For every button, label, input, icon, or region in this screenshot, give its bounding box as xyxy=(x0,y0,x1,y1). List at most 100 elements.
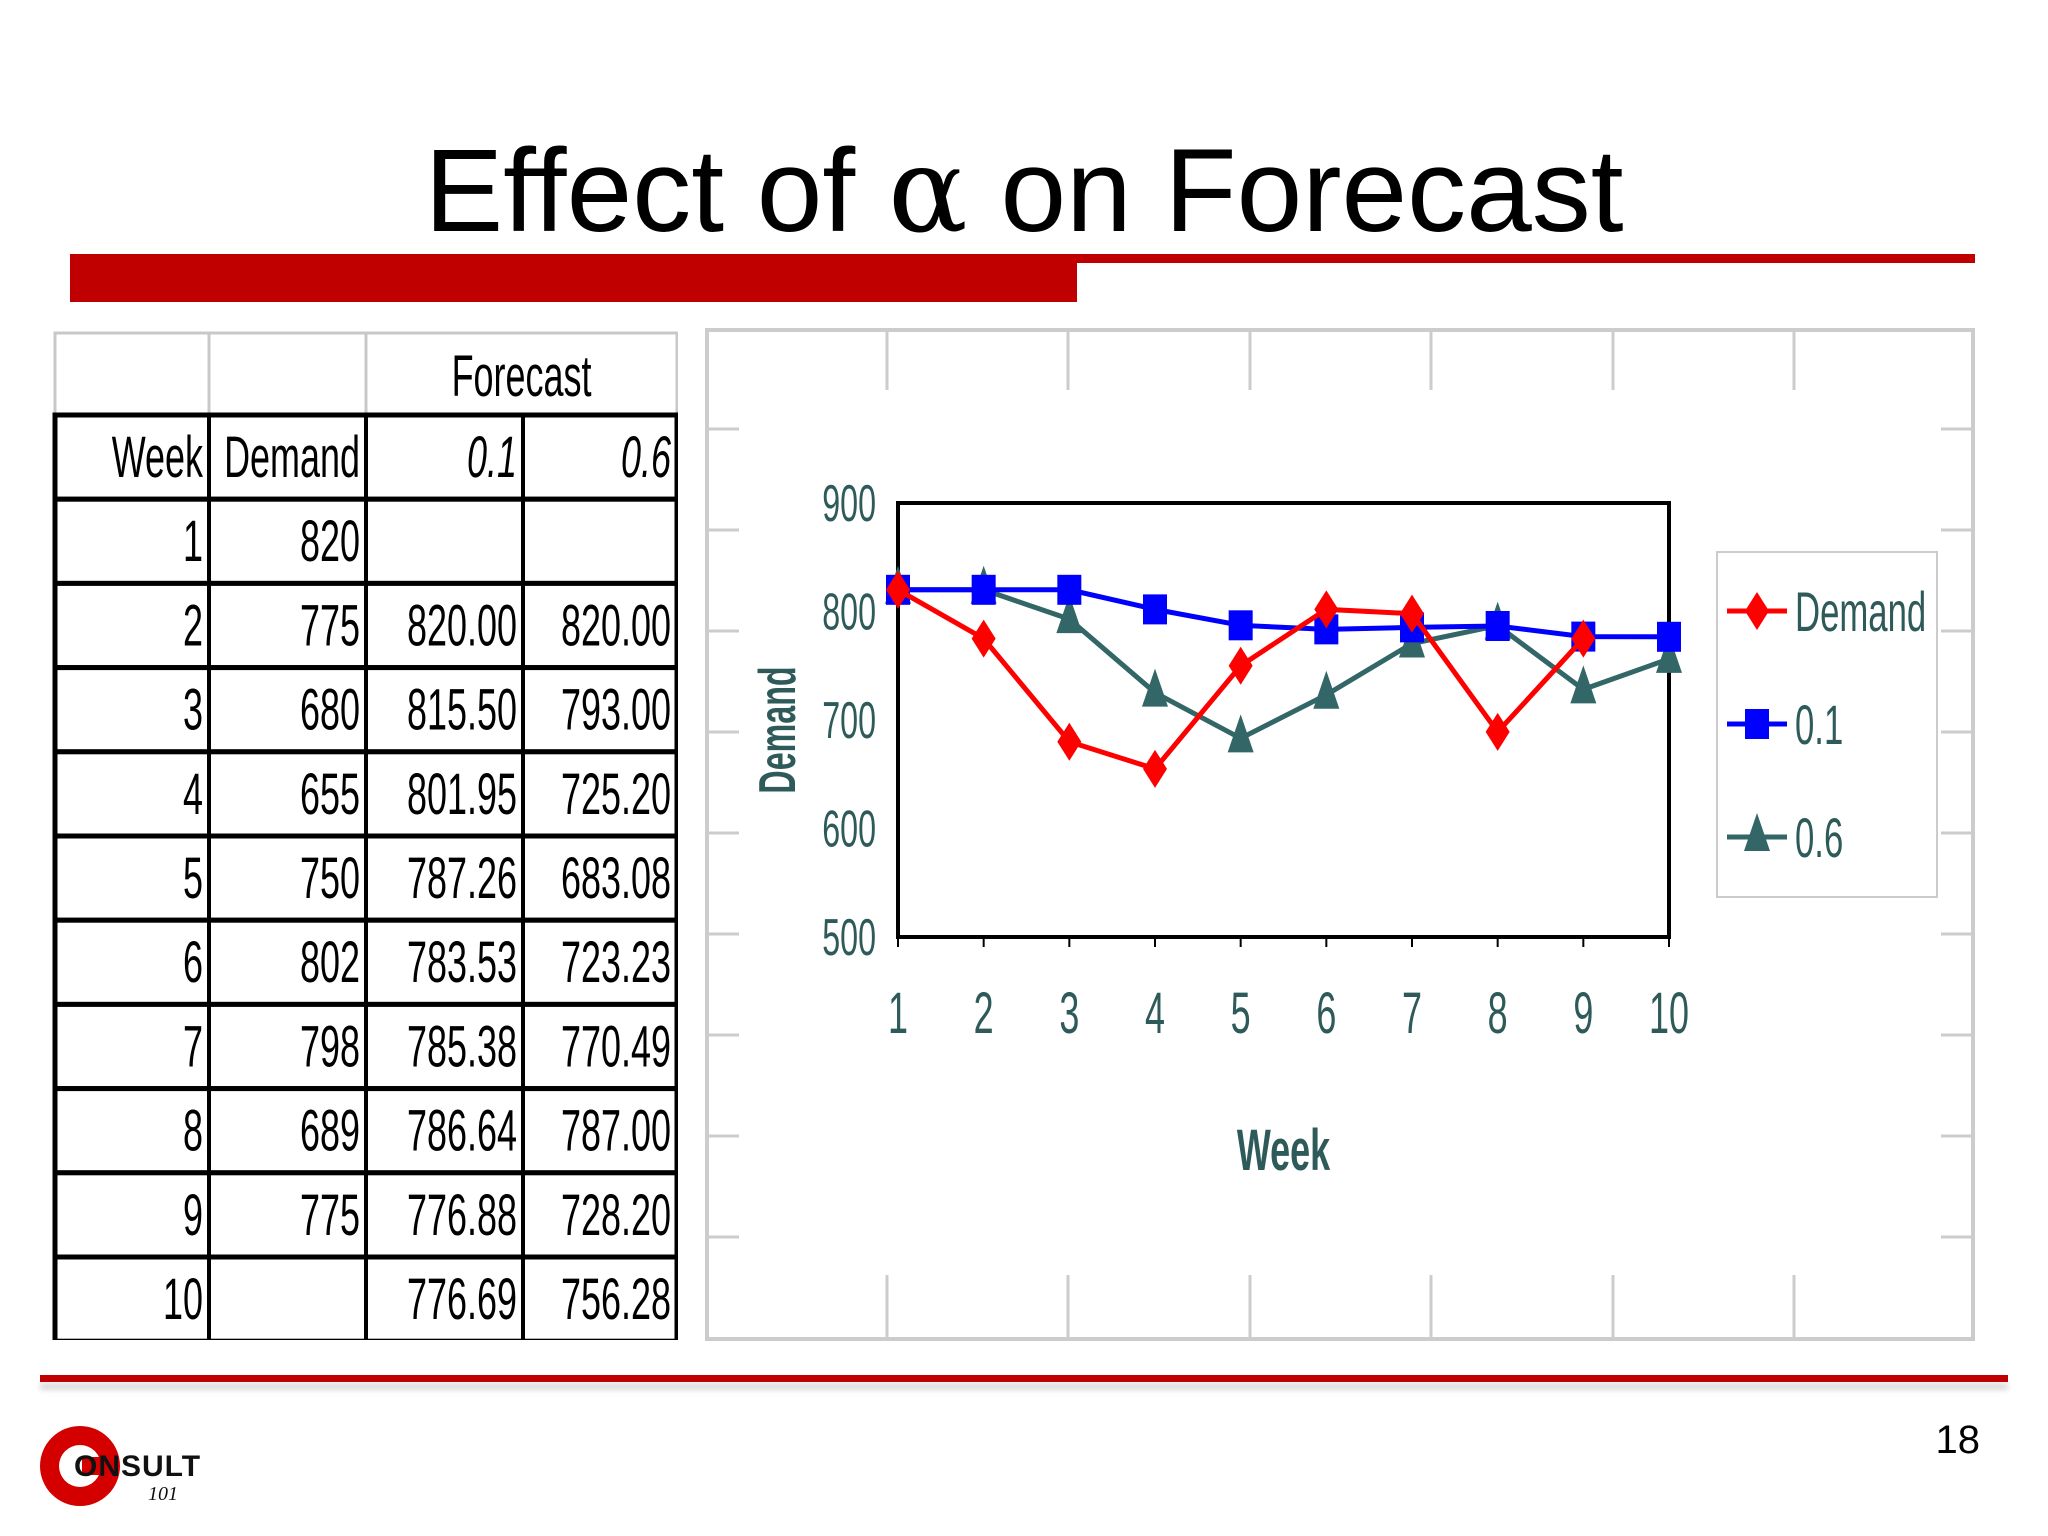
x-tick-label: 4 xyxy=(1145,981,1165,1046)
y-tick-label: 700 xyxy=(822,692,876,750)
data-point xyxy=(1571,619,1596,658)
title-prefix: Effect of xyxy=(424,125,888,257)
table-cell-demand: 775 xyxy=(300,594,360,659)
title-suffix: on Forecast xyxy=(967,125,1624,257)
consult-logo: CONSULT101 xyxy=(38,1420,218,1510)
plot-area xyxy=(896,501,1671,939)
data-point xyxy=(1485,610,1510,641)
series-line xyxy=(898,587,1670,742)
table-cell-alpha-0-6: 787.00 xyxy=(561,1099,671,1164)
table-cell-demand: 820 xyxy=(300,510,360,575)
chart-legend: Demand 0.1 0.6 xyxy=(1716,551,1938,898)
slide-title: Effect of α on Forecast xyxy=(0,120,2048,263)
y-tick-label: 500 xyxy=(822,909,876,967)
logo-ring-inner xyxy=(59,1445,101,1487)
data-point xyxy=(1227,714,1254,753)
table-cell-alpha-0-1: 787.26 xyxy=(407,846,517,911)
data-point xyxy=(1228,646,1253,685)
table-header-demand: Demand xyxy=(224,425,360,490)
alpha-symbol: α xyxy=(887,121,968,259)
table-cell-demand: 750 xyxy=(300,846,360,911)
table-cell-alpha-0-6: 728.20 xyxy=(561,1183,671,1248)
series-demand xyxy=(886,570,1596,788)
table-cell-week: 1 xyxy=(183,510,203,575)
table-cell-alpha-0-1: 786.64 xyxy=(407,1099,517,1164)
table-cell-alpha-0-6: 723.23 xyxy=(561,931,671,996)
data-point xyxy=(1056,595,1083,634)
table-cell-week: 3 xyxy=(183,678,203,743)
data-point xyxy=(1656,634,1682,673)
x-tick-label: 8 xyxy=(1488,981,1508,1046)
data-point xyxy=(1657,621,1681,652)
table-cell-alpha-0-1: 815.50 xyxy=(407,678,517,743)
data-point xyxy=(1143,594,1167,625)
table-cell-week: 9 xyxy=(183,1183,203,1248)
logo-word: ONSULT xyxy=(74,1450,201,1483)
y-tick-label: 900 xyxy=(822,475,876,533)
table-cell-demand: 802 xyxy=(300,931,360,996)
table-cell-demand: 655 xyxy=(300,762,360,827)
title-accent-line xyxy=(1077,254,1975,263)
logo-ring-gap xyxy=(82,1457,112,1475)
forecast-table: Forecast Week Demand 0.1 0.6 1 820 2 775 820.00 82… xyxy=(52,328,678,1340)
legend-marker xyxy=(1745,709,1769,739)
table-cell-demand: 775 xyxy=(300,1183,360,1248)
data-point xyxy=(1142,668,1168,707)
consult-logo-mark: CONSULT101 xyxy=(40,1426,201,1506)
x-tick-label: 6 xyxy=(1316,981,1336,1046)
data-point xyxy=(1400,594,1424,633)
legend-label: Demand xyxy=(1795,581,1926,644)
table-cell-alpha-0-1: 801.95 xyxy=(407,762,517,827)
y-tick-label: 600 xyxy=(822,801,876,859)
table-cell-week: 10 xyxy=(163,1267,203,1332)
table-cell-week: 4 xyxy=(183,762,203,827)
table-cell-alpha-0-6: 725.20 xyxy=(561,762,671,827)
table-header-alpha-0-1: 0.1 xyxy=(467,425,517,490)
table-cell-alpha-0-6: 793.00 xyxy=(561,678,671,743)
x-tick-label: 10 xyxy=(1649,981,1689,1046)
data-point xyxy=(971,574,996,605)
logo-sub: 101 xyxy=(148,1483,178,1505)
data-point xyxy=(1313,670,1340,709)
forecast-chart: 500 600 700 800 900 1 2 3 4 5 6 7 8 9 10 Week Demand Dema… xyxy=(705,326,1975,1343)
data-point xyxy=(1143,749,1167,788)
series-line xyxy=(898,587,1670,640)
table-cell-alpha-0-6: 683.08 xyxy=(561,846,671,911)
table-cell-week: 8 xyxy=(183,1099,203,1164)
x-axis-title: Week xyxy=(1237,1118,1330,1183)
table-cell-alpha-0-1: 776.88 xyxy=(407,1183,517,1248)
data-point xyxy=(886,570,910,609)
table-cell-demand: 680 xyxy=(300,678,360,743)
forecast-table-grid: Forecast Week Demand 0.1 0.6 1 820 2 775 820.00 82… xyxy=(52,331,678,1340)
x-tick-label: 2 xyxy=(974,981,994,1046)
table-cell-week: 6 xyxy=(183,931,203,996)
legend-label: 0.6 xyxy=(1795,807,1843,870)
page-number: 18 xyxy=(1935,1418,1981,1462)
data-point xyxy=(1314,590,1339,629)
table-cell-alpha-0-6: 770.49 xyxy=(561,1015,671,1080)
table-cell-week: 7 xyxy=(183,1015,203,1080)
y-tick-label: 800 xyxy=(822,584,876,642)
table-group-header-forecast: Forecast xyxy=(452,344,592,409)
data-point xyxy=(1485,712,1510,751)
x-tick-label: 3 xyxy=(1059,981,1079,1046)
table-cell-alpha-0-1: 776.69 xyxy=(407,1267,517,1332)
x-tick-label: 7 xyxy=(1402,981,1422,1046)
table-cell-alpha-0-6: 820.00 xyxy=(561,594,671,659)
table-header-alpha-0-6: 0.6 xyxy=(621,425,671,490)
table-cell-week: 2 xyxy=(183,594,203,659)
table-cell-demand: 798 xyxy=(300,1015,360,1080)
title-accent-bar xyxy=(70,254,1077,302)
y-axis-title: Demand xyxy=(749,666,807,793)
data-point xyxy=(1057,722,1082,761)
legend-marker xyxy=(1745,592,1769,630)
table-cell-alpha-0-6: 756.28 xyxy=(561,1267,671,1332)
data-point xyxy=(1057,574,1082,605)
table-cell-alpha-0-1: 820.00 xyxy=(407,594,517,659)
x-tick-label: 5 xyxy=(1231,981,1251,1046)
table-cell-alpha-0-1: 783.53 xyxy=(407,931,517,996)
legend-marker xyxy=(1744,813,1770,851)
table-cell-week: 5 xyxy=(183,846,203,911)
footer-rule xyxy=(40,1375,2008,1382)
